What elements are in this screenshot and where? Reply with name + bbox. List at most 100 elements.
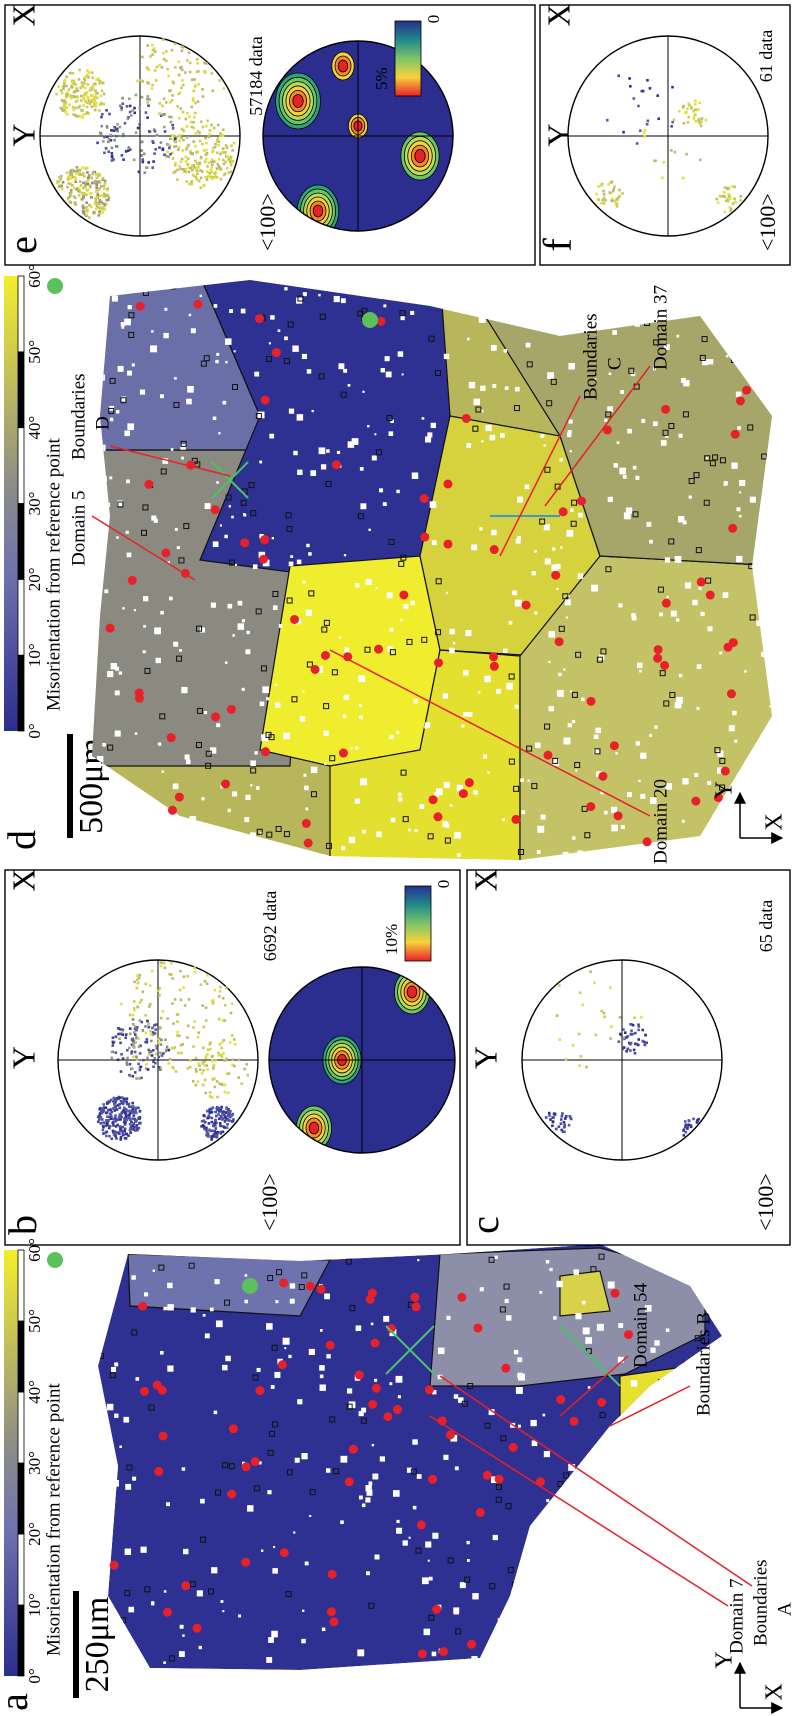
- pole-point: [168, 90, 171, 93]
- map-gap: [284, 1347, 286, 1349]
- pole-point: [216, 152, 219, 155]
- pole-point: [99, 194, 102, 197]
- pole-point: [580, 1055, 583, 1058]
- domain-center: [691, 797, 700, 806]
- pole-point: [213, 1077, 216, 1080]
- pole-point: [125, 1101, 128, 1104]
- pole-point: [102, 1109, 105, 1112]
- pole-point: [158, 112, 161, 115]
- map-gap: [432, 1652, 437, 1657]
- pole-point: [174, 43, 177, 46]
- pole-point: [150, 1033, 153, 1036]
- pole-point: [98, 109, 101, 112]
- pole-point: [643, 135, 646, 138]
- pole-point: [197, 100, 200, 103]
- projection-label: <100>: [257, 1173, 282, 1231]
- map-gap: [322, 1628, 326, 1632]
- pole-point: [196, 162, 199, 165]
- map-gap: [594, 734, 599, 739]
- map-gap: [125, 1549, 131, 1555]
- pole-point: [226, 146, 229, 149]
- pole-point: [102, 1132, 105, 1135]
- domain-center: [306, 1282, 315, 1291]
- pole-point: [734, 201, 737, 204]
- pole-point: [646, 123, 649, 126]
- pole-point: [647, 120, 650, 123]
- pole-point: [105, 199, 108, 202]
- map-gap: [479, 316, 486, 323]
- pole-point: [178, 74, 181, 77]
- map-gap: [164, 308, 167, 311]
- pole-point: [78, 173, 81, 176]
- pole-point: [161, 66, 164, 69]
- pole-point: [205, 1056, 208, 1059]
- pole-point: [218, 1082, 221, 1085]
- map-gap: [585, 1337, 592, 1344]
- pole-point: [96, 92, 99, 95]
- map-gap: [140, 390, 145, 395]
- map-gap: [171, 448, 174, 451]
- pole-point: [124, 122, 127, 125]
- pole-point: [75, 107, 78, 110]
- map-gap: [480, 1287, 484, 1291]
- axis-label: Y: [712, 781, 738, 798]
- map-gap: [186, 760, 191, 765]
- map-gap: [736, 507, 740, 511]
- map-gap: [736, 556, 742, 562]
- pole-point: [204, 980, 207, 983]
- pole-point: [649, 87, 652, 90]
- pole-point: [603, 202, 606, 205]
- subgrain-boundary: [565, 1541, 570, 1546]
- map-gap: [548, 1538, 554, 1544]
- pole-point: [192, 90, 195, 93]
- pole-point: [629, 85, 632, 88]
- map-gap: [492, 384, 496, 388]
- domain-center: [339, 749, 348, 758]
- map-gap: [269, 342, 271, 344]
- map-gap: [529, 1626, 534, 1631]
- map-gap: [723, 592, 729, 598]
- pole-point: [110, 1115, 113, 1118]
- pole-point: [182, 130, 185, 133]
- pole-point: [164, 966, 167, 969]
- panel-label: b: [0, 1215, 45, 1235]
- pole-point: [700, 125, 703, 128]
- colorbar-tick-label: 0°: [25, 1668, 44, 1683]
- pole-point: [81, 85, 84, 88]
- map-gap: [318, 294, 320, 296]
- pole-point: [600, 1010, 603, 1013]
- pole-point: [100, 125, 103, 128]
- map-gap: [163, 1661, 166, 1664]
- map-gap: [614, 463, 619, 468]
- pole-point: [125, 1033, 128, 1036]
- pole-point: [139, 1001, 142, 1004]
- pole-point: [90, 196, 93, 199]
- map-gap: [706, 1419, 709, 1422]
- pole-point: [159, 1052, 162, 1055]
- pole-point: [219, 1125, 222, 1128]
- density-min-label: 0: [424, 15, 443, 24]
- map-gap: [359, 704, 362, 707]
- pole-point: [671, 86, 674, 89]
- map-gap: [238, 1614, 241, 1617]
- colorbar-gradient: [4, 276, 18, 731]
- map-gap: [320, 1329, 323, 1332]
- colorbar-segment: [18, 428, 24, 504]
- domain-center: [706, 591, 715, 600]
- pole-point: [162, 1010, 165, 1013]
- map-gap: [682, 820, 685, 823]
- pole-point: [115, 1051, 118, 1054]
- map-gap: [344, 648, 349, 653]
- colorbar-segment: [18, 1534, 24, 1605]
- map-gap: [563, 738, 570, 745]
- pole-point: [85, 210, 88, 213]
- pole-point: [213, 160, 216, 163]
- map-gap: [588, 1386, 591, 1389]
- pole-point: [206, 982, 209, 985]
- map-gap: [549, 1268, 552, 1271]
- pole-point: [686, 1127, 689, 1130]
- map-gap: [552, 547, 555, 550]
- pole-point: [231, 149, 234, 152]
- map-gap: [471, 1656, 477, 1662]
- map-gap: [381, 368, 385, 372]
